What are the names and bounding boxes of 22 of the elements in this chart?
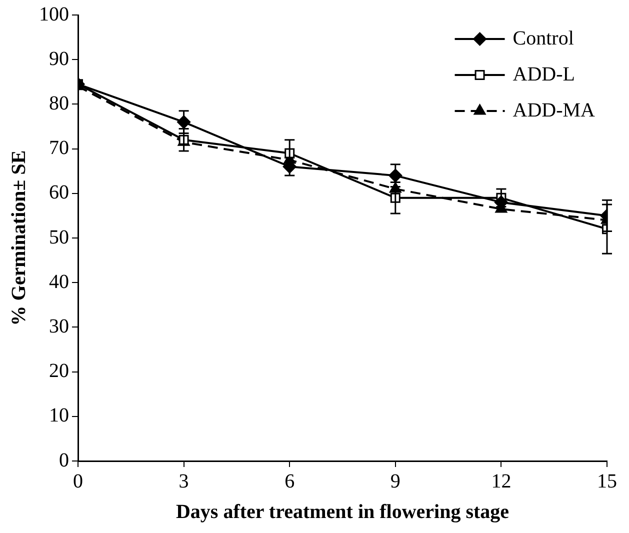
x-tick-label: 12 [491,470,512,492]
legend-label: Control [512,27,574,50]
y-tick-label: 100 [39,3,69,26]
y-tick-label: 0 [59,449,69,472]
x-tick-label: 15 [597,470,617,492]
y-tick-label: 60 [49,182,69,204]
legend-label: ADD-MA [512,99,596,122]
y-tick-label: 10 [49,404,69,427]
y-tick-label: 20 [49,360,69,382]
y-tick-label: 50 [49,226,69,248]
y-tick-label: 80 [49,92,69,114]
x-tick-label: 6 [284,470,295,492]
x-tick-label: 0 [73,470,83,492]
y-tick-label: 70 [49,137,69,160]
y-tick-label: 40 [49,270,69,293]
legend-label: ADD-L [512,63,575,86]
y-tick-label: 30 [49,315,69,338]
x-tick-label: 9 [390,470,400,492]
x-tick-label: 3 [178,470,189,492]
y-axis-title: % Germination± SE [8,150,30,326]
x-axis-title: Days after treatment in flowering stage [176,501,510,524]
y-tick-label: 90 [49,48,69,70]
